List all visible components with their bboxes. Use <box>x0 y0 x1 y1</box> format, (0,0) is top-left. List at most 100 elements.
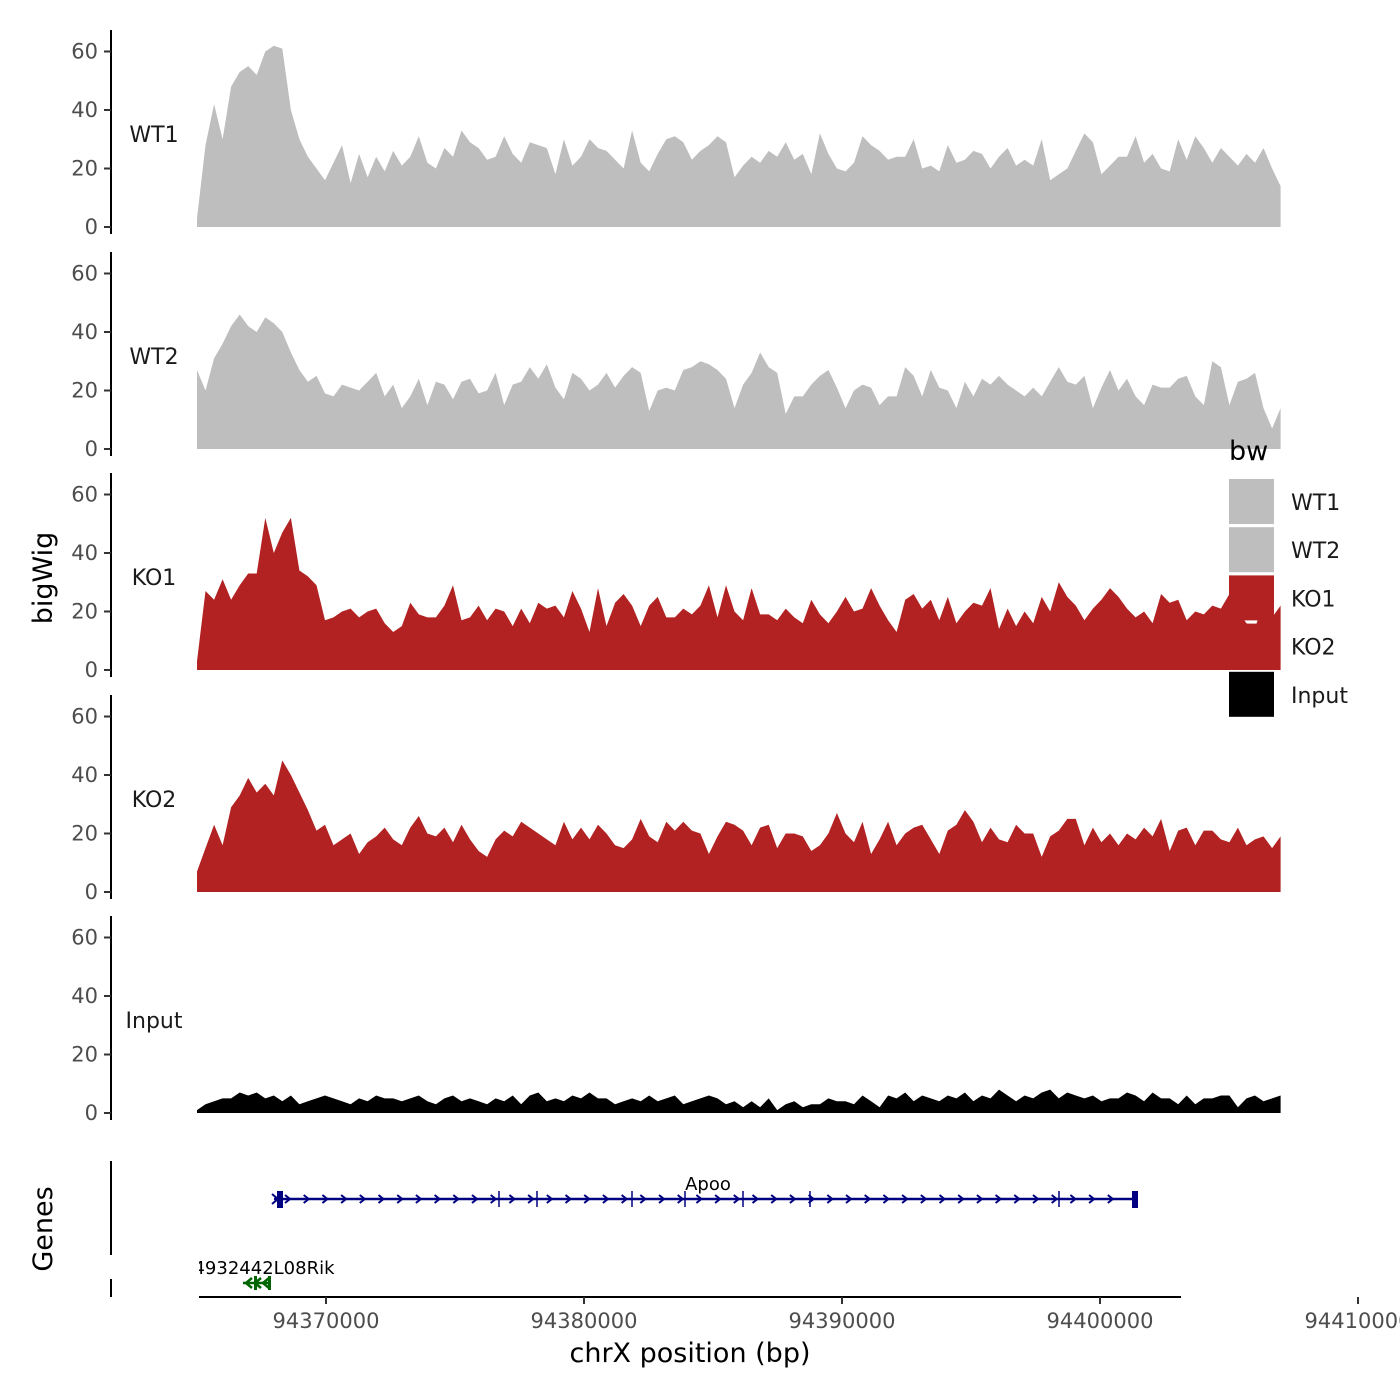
gene-label-4932442l08rik: 4932442L08Rik <box>193 1258 335 1279</box>
legend-swatch-ko1 <box>1229 575 1274 621</box>
y-tick-label-wt2-20: 20 <box>71 379 98 403</box>
legend-swatch-wt1 <box>1229 479 1274 524</box>
rik-exon <box>254 1276 257 1290</box>
y-tick-label-wt1-0: 0 <box>85 215 98 239</box>
x-tick-label-94390000: 94390000 <box>789 1309 896 1333</box>
y-tick-label-ko2-40: 40 <box>71 763 98 787</box>
y-tick-label-input-60: 60 <box>71 926 98 950</box>
legend-swatch-ko2 <box>1229 623 1274 669</box>
apoo-strand-arrow <box>321 1194 330 1204</box>
apoo-strand-arrow <box>957 1194 965 1204</box>
track-ko1: 0 20 40 60 KO1 <box>71 473 1281 682</box>
y-tick-label-input-0: 0 <box>85 1101 98 1125</box>
track-label-ko1: KO1 <box>132 566 177 591</box>
apoo-strand-arrow <box>1088 1194 1096 1204</box>
apoo-strand-arrow <box>527 1194 535 1204</box>
y-tick-label-wt1-40: 40 <box>71 98 98 122</box>
apoo-strand-arrow <box>994 1194 1003 1204</box>
apoo-strand-arrow <box>714 1194 722 1204</box>
tracks: 0 20 40 60 WT1 0 20 40 60 WT2 0 20 40 60 KO1 0 20 40 60 KO2… <box>71 30 1281 1125</box>
track-label-input: Input <box>126 1009 183 1034</box>
track-label-wt2: WT2 <box>129 345 178 370</box>
legend-label-ko1: KO1 <box>1291 587 1336 612</box>
legend-swatch-wt2 <box>1229 527 1274 573</box>
apoo-strand-arrow <box>377 1194 386 1204</box>
area-wt2 <box>197 314 1281 449</box>
y-tick-label-ko1-60: 60 <box>71 483 98 507</box>
apoo-strand-arrow <box>1069 1194 1078 1204</box>
y-tick-label-wt1-20: 20 <box>71 157 98 181</box>
area-input <box>197 1089 1281 1113</box>
apoo-strand-arrow <box>602 1194 610 1204</box>
area-ko1 <box>197 517 1281 670</box>
legend: bw WT1 WT2 KO1 KO2 Input <box>1229 436 1348 717</box>
apoo-strand-arrow <box>920 1194 928 1204</box>
apoo-exon <box>1132 1191 1138 1208</box>
apoo-strand-arrow <box>271 1193 280 1205</box>
y-tick-label-ko2-0: 0 <box>85 880 98 904</box>
y-tick-label-ko1-0: 0 <box>85 658 98 682</box>
track-label-wt1: WT1 <box>129 123 178 148</box>
apoo-strand-arrow <box>1107 1194 1115 1204</box>
x-axis-title: chrX position (bp) <box>569 1338 810 1369</box>
apoo-strand-arrow <box>303 1194 311 1204</box>
gene-apoo <box>271 1191 1138 1208</box>
rik-strand-arrow <box>244 1277 253 1289</box>
y-tick-label-input-20: 20 <box>71 1043 98 1067</box>
apoo-strand-arrow <box>490 1194 498 1204</box>
y-tick-label-ko1-40: 40 <box>71 541 98 565</box>
track-ko2: 0 20 40 60 KO2 <box>71 695 1281 904</box>
legend-swatch-input <box>1229 671 1274 717</box>
y-tick-label-wt2-60: 60 <box>71 262 98 286</box>
apoo-strand-arrow <box>471 1194 479 1204</box>
gene-label-clip <box>0 1255 199 1279</box>
apoo-strand-arrow <box>583 1194 591 1204</box>
apoo-strand-arrow <box>396 1194 404 1204</box>
apoo-strand-arrow <box>976 1194 984 1204</box>
legend-title: bw <box>1229 436 1268 467</box>
y-tick-label-ko2-20: 20 <box>71 822 98 846</box>
apoo-strand-arrow <box>770 1194 778 1204</box>
y-tick-label-input-40: 40 <box>71 984 98 1008</box>
rik-strand-arrow <box>261 1277 270 1289</box>
apoo-strand-arrow <box>452 1194 460 1204</box>
apoo-strand-arrow <box>901 1194 909 1204</box>
apoo-strand-arrow <box>751 1194 760 1204</box>
y-tick-label-wt2-40: 40 <box>71 320 98 344</box>
apoo-strand-arrow <box>546 1194 554 1204</box>
y-tick-label-wt2-0: 0 <box>85 437 98 461</box>
apoo-strand-arrow <box>620 1194 629 1204</box>
x-tick-label-94380000: 94380000 <box>531 1309 638 1333</box>
y-tick-label-ko1-20: 20 <box>71 600 98 624</box>
area-wt1 <box>197 45 1281 228</box>
legend-label-ko2: KO2 <box>1291 636 1336 661</box>
apoo-strand-arrow <box>639 1194 647 1204</box>
apoo-strand-arrow <box>789 1194 797 1204</box>
apoo-strand-arrow <box>1032 1194 1040 1204</box>
apoo-exon <box>277 1191 283 1208</box>
x-tick-label-94370000: 94370000 <box>273 1309 380 1333</box>
y-axis-title: bigWig <box>28 532 59 625</box>
apoo-strand-arrow <box>658 1194 666 1204</box>
apoo-strand-arrow <box>284 1194 292 1204</box>
area-ko2 <box>197 760 1281 892</box>
apoo-strand-arrow <box>508 1194 517 1204</box>
genes-axis-title: Genes <box>28 1186 59 1271</box>
apoo-strand-arrow <box>433 1194 442 1204</box>
legend-label-wt1: WT1 <box>1291 491 1340 516</box>
apoo-strand-arrow <box>938 1194 947 1204</box>
track-wt1: 0 20 40 60 WT1 <box>71 30 1281 239</box>
apoo-strand-arrow <box>826 1194 834 1204</box>
y-tick-label-ko2-60: 60 <box>71 705 98 729</box>
apoo-strand-arrow <box>340 1194 348 1204</box>
legend-label-wt2: WT2 <box>1291 539 1340 564</box>
apoo-strand-arrow <box>695 1194 704 1204</box>
apoo-strand-arrow <box>845 1194 853 1204</box>
apoo-strand-arrow <box>677 1194 685 1204</box>
apoo-strand-arrow <box>864 1194 872 1204</box>
y-tick-label-wt1-60: 60 <box>71 40 98 64</box>
apoo-strand-arrow <box>733 1194 741 1204</box>
x-tick-label-94410000: 94410000 <box>1305 1309 1400 1333</box>
gene-4932442l08rik <box>243 1276 271 1290</box>
